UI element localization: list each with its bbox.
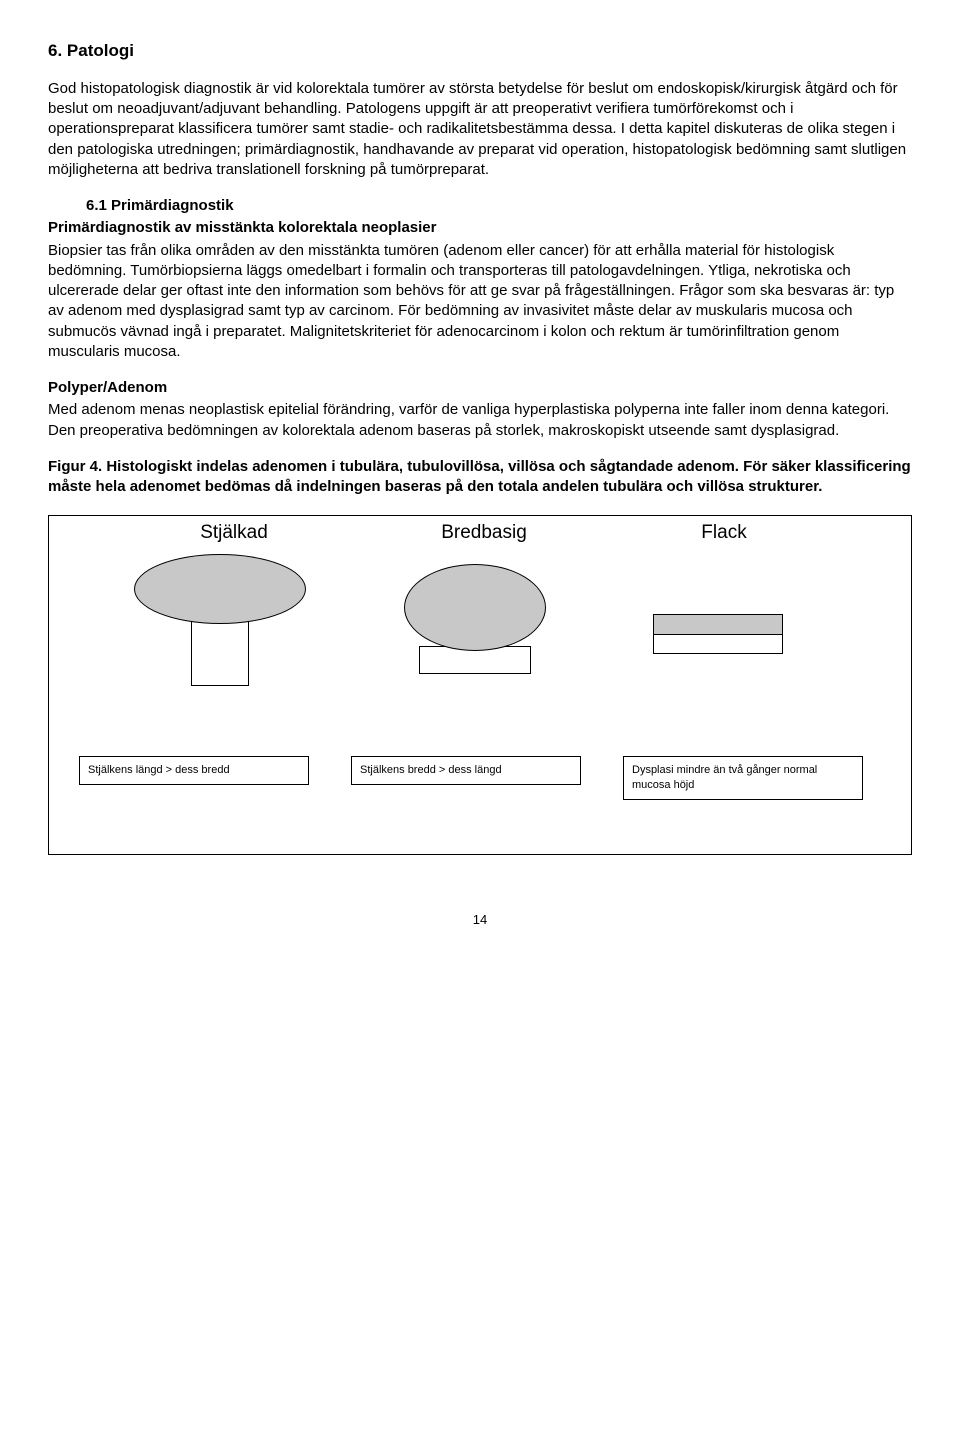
figure-label: Bredbasig [369,520,599,546]
intro-paragraph: God histopatologisk diagnostik är vid ko… [48,79,912,180]
figure-4: Stjälkad Stjälkens längd > dess bredd Bred… [48,515,912,855]
figure-column: Stjälkad [119,520,349,684]
polyper-body: Med adenom menas neoplastisk epitelial f… [48,400,912,441]
figure-column: Bredbasig [369,520,599,684]
section-heading: 6. Patologi [48,40,912,63]
figure-caption-box: Dysplasi mindre än två gånger normal muc… [623,756,863,800]
primardiagnostik-subheading: Primärdiagnostik av misstänkta kolorekta… [48,218,912,238]
figure-shape [119,554,349,684]
figure-column: Flack [609,520,839,684]
polyper-subheading: Polyper/Adenom [48,378,912,398]
figure-label: Flack [609,520,839,546]
figure-caption-box: Stjälkens bredd > dess längd [351,756,581,785]
figure-caption: Figur 4. Histologiskt indelas adenomen i… [48,457,912,498]
figure-label: Stjälkad [119,520,349,546]
figure-shape [369,554,599,684]
primardiagnostik-body: Biopsier tas från olika områden av den m… [48,241,912,363]
figure-caption-box: Stjälkens längd > dess bredd [79,756,309,785]
subsection-heading: 6.1 Primärdiagnostik [48,196,912,216]
figure-shape [609,554,839,684]
page-number: 14 [48,911,912,929]
